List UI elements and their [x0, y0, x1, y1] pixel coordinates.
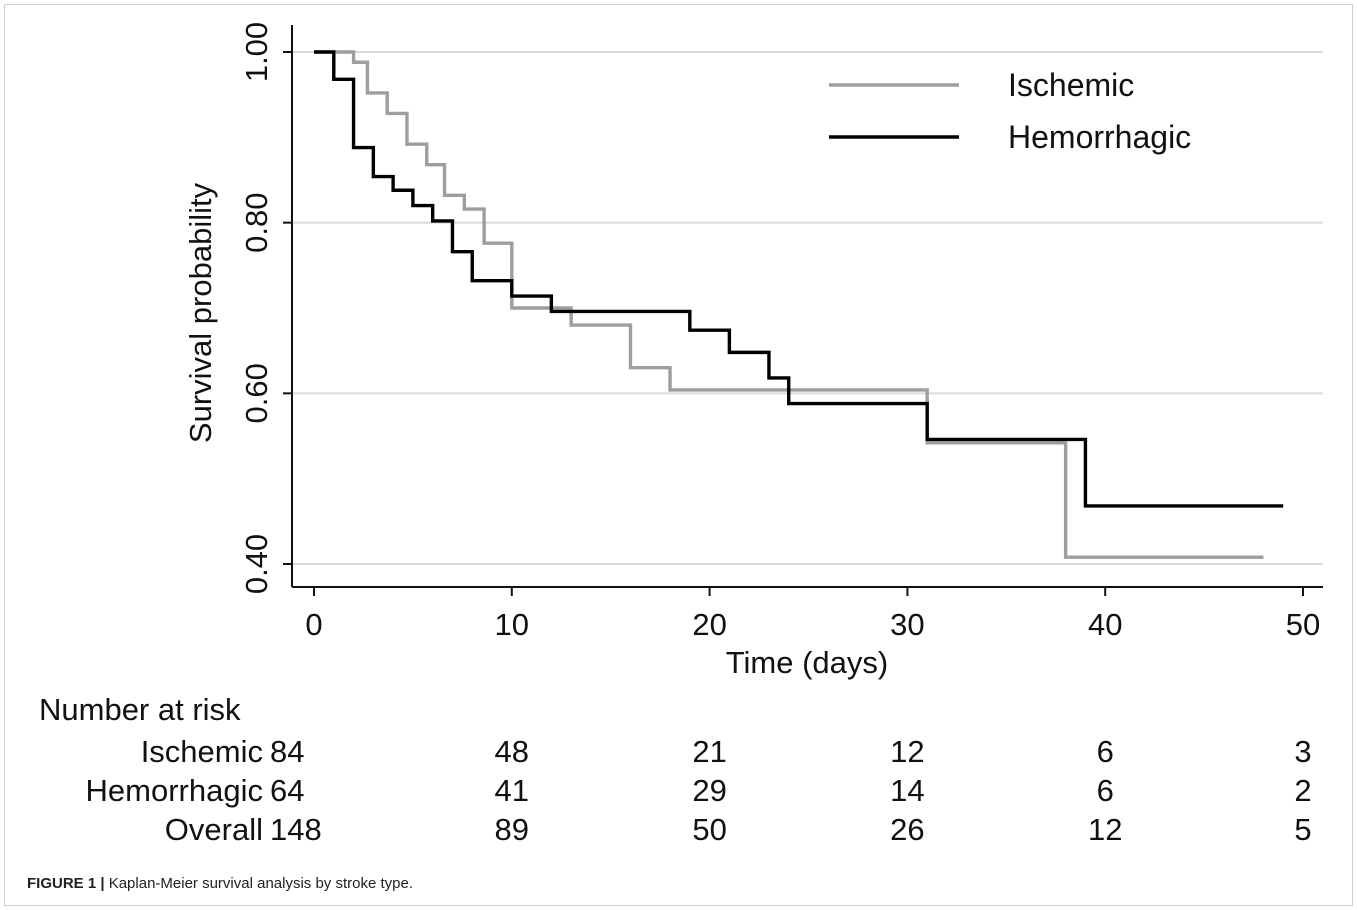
- series-line-ischemic: [314, 50, 1264, 559]
- series-line-hemorrhagic: [314, 50, 1284, 508]
- y-tick-label-1: 0.60: [239, 363, 274, 423]
- axes: 0.40 0.60 0.80 1.00 0 10 20 30 40 50: [239, 22, 1323, 642]
- risk-cell: 14: [890, 773, 924, 808]
- risk-cell: 64: [270, 773, 304, 808]
- risk-cell: 50: [692, 812, 726, 847]
- y-axis-label: Survival probability: [183, 182, 218, 443]
- x-axis-label: Time (days): [726, 645, 888, 680]
- km-chart: 0.40 0.60 0.80 1.00 0 10 20 30 40 50 Ischemic Hemo…: [39, 22, 1323, 847]
- risk-table: Number at risk Ischemic 84 48 21 12 6 3 Hemorrha…: [39, 692, 1312, 847]
- x-tick-label-4: 40: [1088, 607, 1122, 642]
- series-lines: [314, 50, 1284, 559]
- risk-cell: 12: [890, 734, 924, 769]
- caption-prefix: FIGURE 1 |: [27, 875, 105, 892]
- gridlines: [292, 51, 1323, 565]
- legend: Ischemic Hemorrhagic: [829, 67, 1191, 155]
- risk-cell: 6: [1097, 734, 1114, 769]
- legend-label-ischemic: Ischemic: [1008, 67, 1134, 103]
- caption-text: Kaplan-Meier survival analysis by stroke…: [104, 875, 414, 892]
- x-tick-label-2: 20: [692, 607, 726, 642]
- risk-cell: 84: [270, 734, 304, 769]
- risk-cell: 12: [1088, 812, 1122, 847]
- y-tick-label-2: 0.80: [239, 192, 274, 252]
- risk-cell: 41: [495, 773, 529, 808]
- risk-cell: 6: [1097, 773, 1114, 808]
- risk-cell: 2: [1294, 773, 1311, 808]
- x-tick-label-3: 30: [890, 607, 924, 642]
- legend-label-hemorrhagic: Hemorrhagic: [1008, 119, 1191, 155]
- risk-cell: 3: [1294, 734, 1311, 769]
- x-tick-label-5: 50: [1286, 607, 1320, 642]
- risk-row-label-hemorrhagic: Hemorrhagic: [86, 773, 263, 808]
- y-tick-label-3: 1.00: [239, 22, 274, 82]
- x-tick-label-1: 10: [495, 607, 529, 642]
- risk-cell: 48: [495, 734, 529, 769]
- risk-row-label-overall: Overall: [165, 812, 263, 847]
- risk-table-title: Number at risk: [39, 692, 241, 727]
- figure-caption: FIGURE 1 | Kaplan-Meier survival analysi…: [27, 875, 413, 892]
- risk-cell: 21: [692, 734, 726, 769]
- risk-row-label-ischemic: Ischemic: [141, 734, 263, 769]
- risk-cell: 148: [270, 812, 322, 847]
- x-tick-label-0: 0: [305, 607, 322, 642]
- risk-cell: 29: [692, 773, 726, 808]
- risk-cell: 26: [890, 812, 924, 847]
- risk-cell: 89: [495, 812, 529, 847]
- risk-cell: 5: [1294, 812, 1311, 847]
- figure-frame: 0.40 0.60 0.80 1.00 0 10 20 30 40 50 Ischemic Hemo…: [4, 4, 1353, 906]
- y-tick-label-0: 0.40: [239, 534, 274, 594]
